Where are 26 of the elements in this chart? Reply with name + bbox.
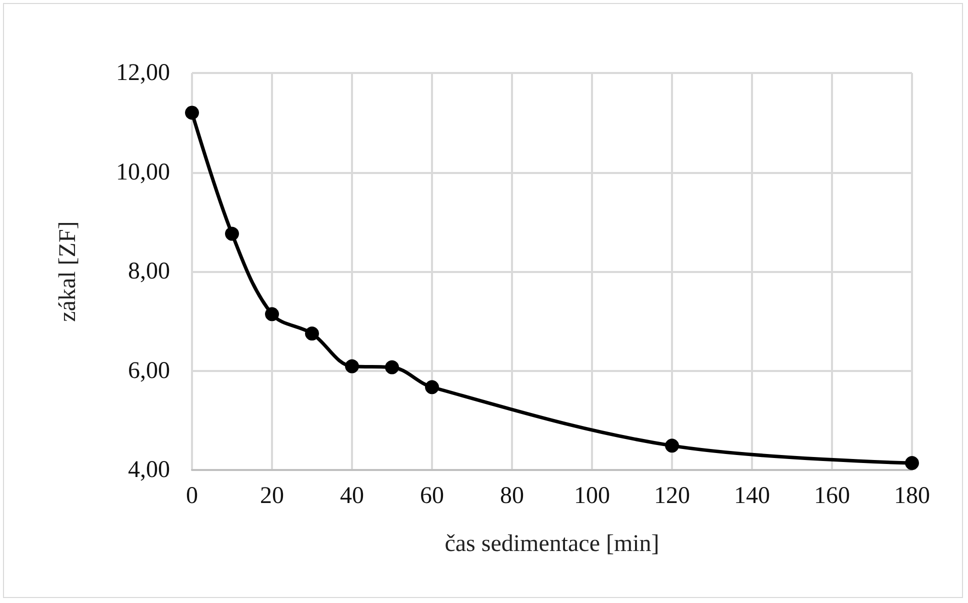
y-tick-label: 10,00 [116,159,170,186]
x-tick-label: 120 [654,483,690,509]
point [265,307,279,322]
y-axis-title: zákal [ZF] [55,221,81,322]
x-tick-label: 180 [894,483,930,509]
x-tick-label: 160 [814,483,850,509]
x-tick-label: 0 [186,483,198,509]
point [665,438,679,453]
y-tick-label: 12,00 [116,60,170,86]
x-tick-label: 60 [420,483,444,509]
point [385,360,399,374]
point [305,326,319,341]
point [185,106,199,120]
point [905,456,919,470]
point [345,359,359,374]
y-tick-label: 8,00 [128,258,170,284]
y-tick-label: 4,00 [128,457,170,483]
x-tick-label: 40 [340,483,364,509]
y-tick-label: 6,00 [128,358,170,384]
x-tick-label: 80 [500,483,524,509]
x-axis-title: čas sedimentace [min] [444,531,660,557]
x-tick-label: 100 [574,483,610,509]
x-tick-label: 20 [260,483,284,509]
point [425,380,439,394]
point [225,226,239,241]
x-tick-label: 140 [734,483,770,509]
